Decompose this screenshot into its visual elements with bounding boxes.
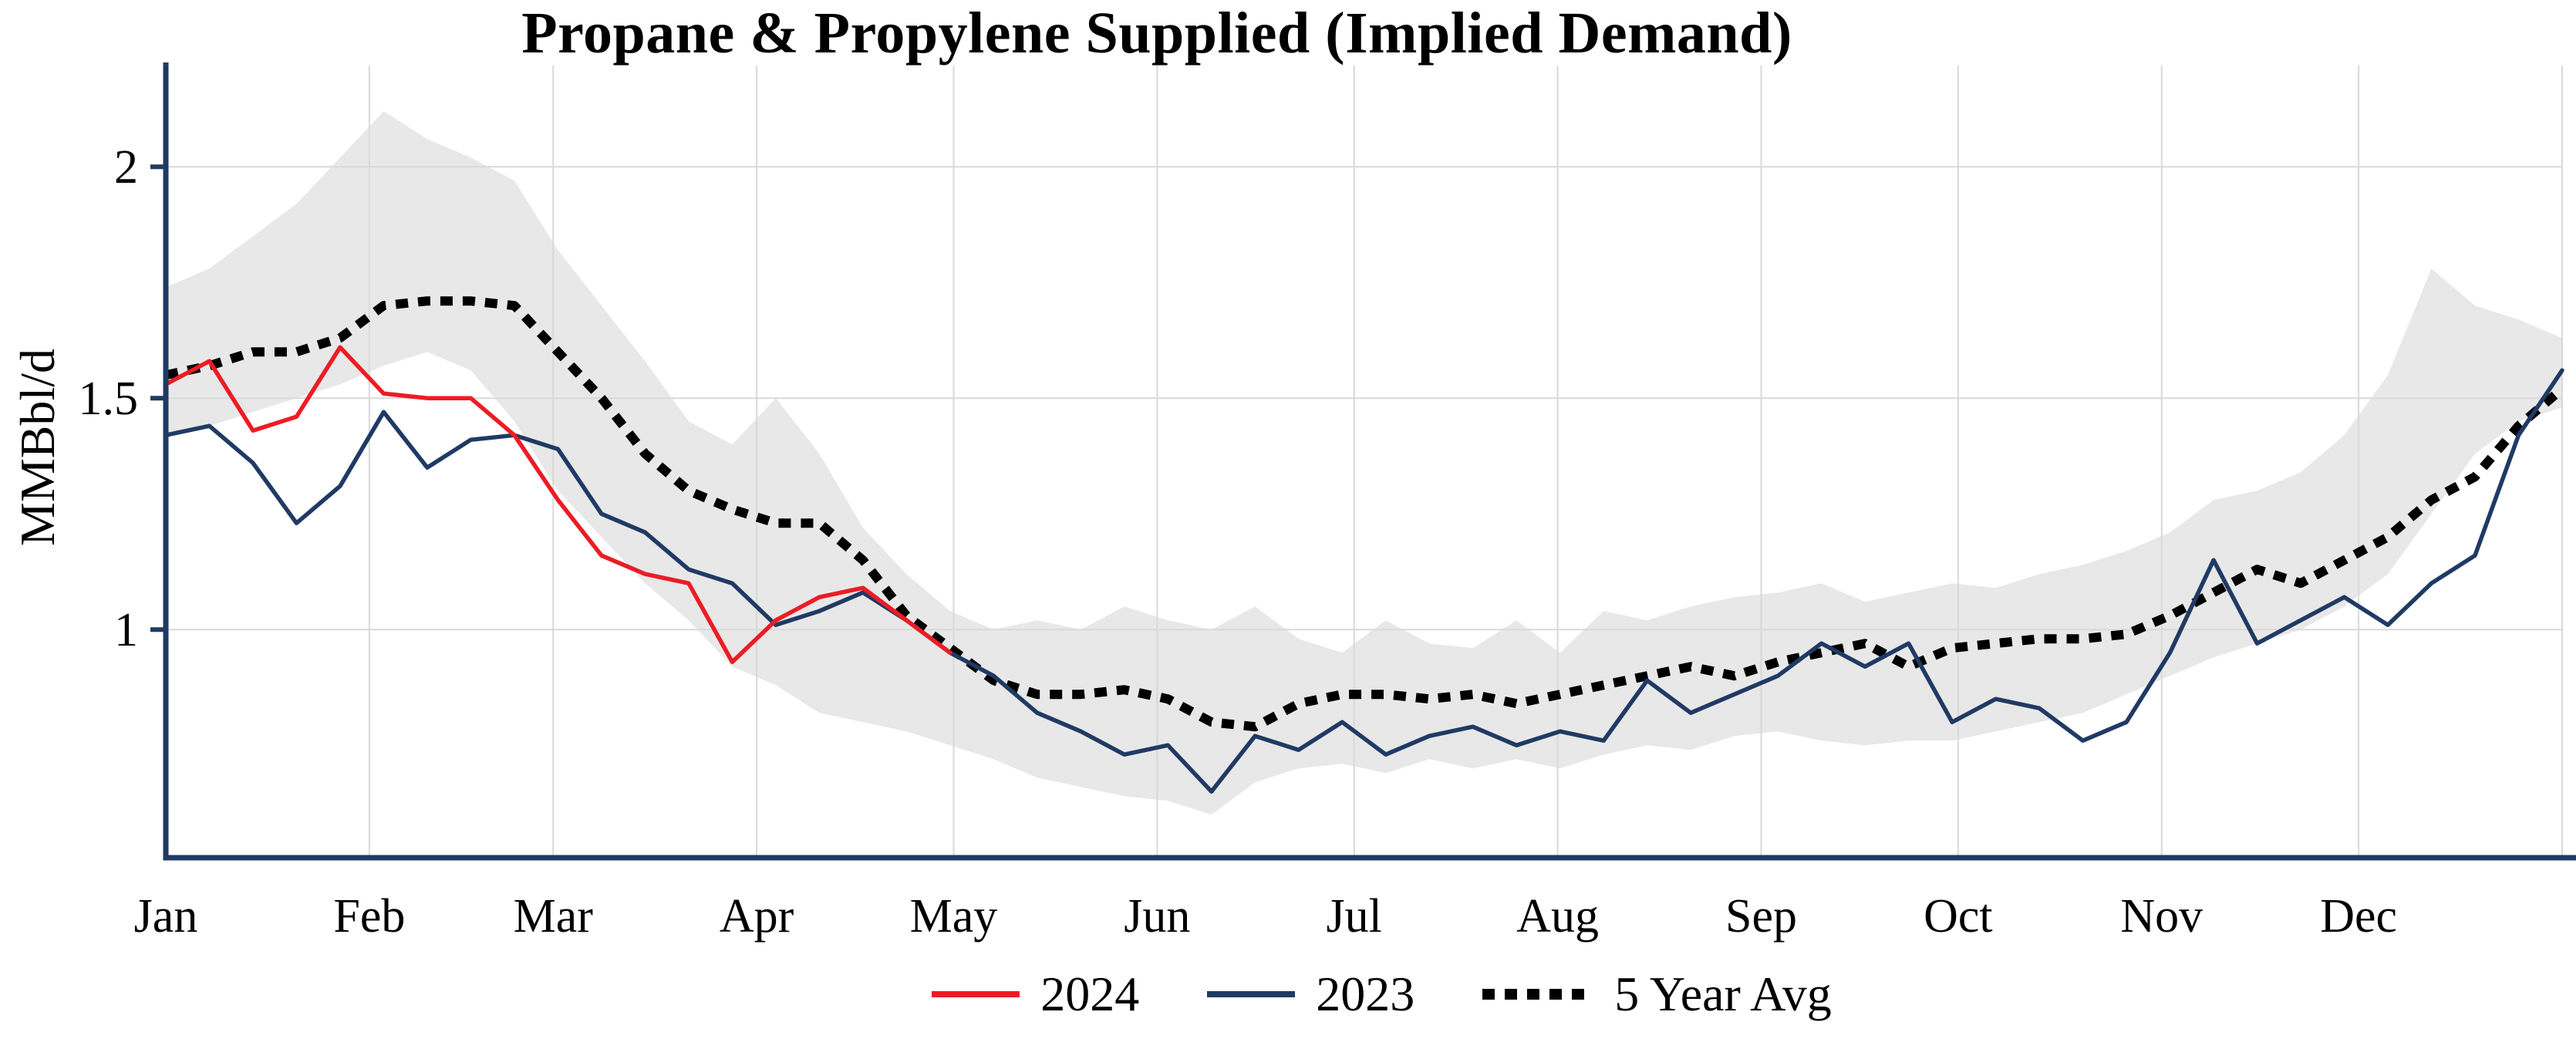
legend-label-2023: 2023: [1316, 966, 1415, 1021]
series-line-5-year-avg: [164, 296, 2565, 732]
five-year-range-band: [166, 111, 2562, 815]
x-tick-label-oct: Oct: [1924, 890, 1993, 943]
series-line-2023: [164, 368, 2564, 794]
legend-label-2024: 2024: [1040, 966, 1140, 1021]
legend: 2024 2023 5 Year Avg: [0, 966, 2576, 1023]
x-tick-label-feb: Feb: [333, 890, 405, 943]
x-tick-label-nov: Nov: [2120, 890, 2203, 943]
legend-swatch-5yr-avg-dotted-line: [1482, 989, 1594, 1000]
x-tick-label-aug: Aug: [1516, 890, 1599, 943]
y-axis-label: MMBbl/d: [10, 348, 65, 547]
x-tick-label-sep: Sep: [1725, 890, 1797, 943]
x-tick-label-mar: Mar: [514, 890, 594, 943]
chart-title: Propane & Propylene Supplied (Implied De…: [521, 1, 1792, 66]
series-line-2024: [164, 345, 953, 664]
x-tick-label-jan: Jan: [134, 890, 198, 943]
legend-item-5yr-avg: 5 Year Avg: [1480, 966, 1832, 1023]
x-tick-label-apr: Apr: [720, 890, 794, 943]
legend-item-2023: 2023: [1205, 966, 1414, 1023]
legend-item-2024: 2024: [929, 966, 1139, 1023]
x-tick-label-jul: Jul: [1327, 890, 1382, 943]
x-tick-label-dec: Dec: [2320, 890, 2397, 943]
legend-label-5yr-avg: 5 Year Avg: [1614, 966, 1832, 1021]
y-tick-label: 1.5: [79, 373, 139, 425]
x-tick-label-jun: Jun: [1124, 890, 1190, 943]
x-tick-label-may: May: [910, 890, 998, 943]
legend-swatch-2024-line: [932, 991, 1020, 997]
legend-swatch-2023-line: [1207, 991, 1296, 997]
y-tick-label: 1: [114, 604, 138, 656]
y-tick-label: 2: [114, 141, 138, 194]
